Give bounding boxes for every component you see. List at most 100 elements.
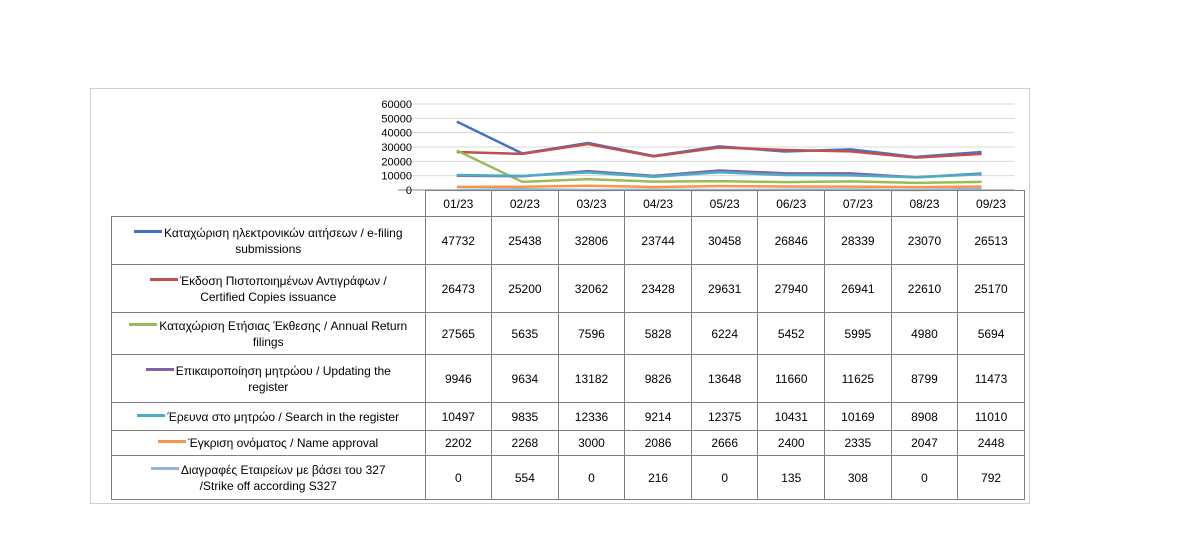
data-table: 01/23 02/23 03/23 04/23 05/23 06/23 07/23 08/23… [111,190,1025,500]
value-cell: 32806 [557,216,626,265]
legend-key [150,466,179,470]
value-cell: 216 [624,455,692,500]
series-label: Έγκριση ονόματος / Name approval [111,430,426,456]
series-label-text: /Strike off according S327 [199,478,337,493]
table-row: Έγκριση ονόματος / Name approval 2202 2268… [111,430,1025,456]
value-cell: 13182 [557,354,626,403]
y-tick-label: 50000 [381,113,412,125]
series-label: Επικαιροποίηση μητρώου / Updating the reg… [111,354,426,403]
category-header: 09/23 [957,190,1025,217]
value-cell: 2335 [824,430,892,456]
table-row: Έκδοση Πιστοποιημένων Αντιγράφων / Certif… [111,264,1025,313]
series-line-6 [456,184,982,189]
value-cell: 11660 [757,354,826,403]
value-cell: 308 [824,455,892,500]
series-label-text: Επικαιροποίηση μητρώου / Updating the [175,363,391,378]
value-cell: 32062 [557,264,626,313]
value-cell: 0 [690,455,759,500]
value-cell: 7596 [557,312,626,355]
series-lines [456,120,982,192]
value-cell: 5828 [624,312,692,355]
value-cell: 22610 [890,264,959,313]
value-cell: 23428 [624,264,692,313]
value-cell: 25170 [957,264,1025,313]
value-cell: 4980 [890,312,959,355]
table-row: Καταχώριση ηλεκτρονικών αιτήσεων / e-fil… [111,216,1025,265]
legend-key [137,413,166,417]
value-cell: 0 [424,455,493,500]
value-cell: 10169 [824,402,892,431]
category-header: 03/23 [557,190,626,217]
value-cell: 0 [557,455,626,500]
series-label: Διαγραφές Εταιρείων με βάσει του 327/Str… [111,455,426,500]
legend-key [149,277,178,281]
value-cell: 2202 [424,430,493,456]
category-header: 01/23 [424,190,493,217]
value-cell: 28339 [824,216,892,265]
value-cell: 0 [890,455,959,500]
value-cell: 26513 [957,216,1025,265]
value-cell: 2666 [690,430,759,456]
legend-key [158,440,187,444]
value-cell: 12375 [690,402,759,431]
value-cell: 27565 [424,312,493,355]
value-cell: 9835 [491,402,559,431]
value-cell: 11010 [957,402,1025,431]
y-tick-label: 40000 [381,128,412,140]
table-row: Έρευνα στο μητρώο / Search in the regist… [111,402,1025,431]
value-cell: 11625 [824,354,892,403]
value-cell: 47732 [424,216,493,265]
value-cell: 25200 [491,264,559,313]
table-row: Επικαιροποίηση μητρώου / Updating the reg… [111,354,1025,403]
table-row: Καταχώριση Ετήσιας Έκθεσης / Annual Retu… [111,312,1025,355]
series-label-text: Διαγραφές Εταιρείων με βάσει του 327 [180,462,386,477]
y-tick-label: 10000 [381,171,412,183]
value-cell: 9946 [424,354,493,403]
y-tick-label: 30000 [381,142,412,154]
series-line-2 [456,142,982,159]
y-tick-label: 20000 [381,156,412,168]
value-cell: 26473 [424,264,493,313]
value-cell: 10497 [424,402,493,431]
value-cell: 8908 [890,402,959,431]
value-cell: 2448 [957,430,1025,456]
value-cell: 135 [757,455,826,500]
series-label-text: Certified Copies issuance [200,289,337,304]
series-label: Καταχώριση Ετήσιας Έκθεσης / Annual Retu… [111,312,426,355]
value-cell: 5995 [824,312,892,355]
value-cell: 5635 [491,312,559,355]
category-header: 07/23 [824,190,892,217]
series-label-text: Καταχώριση Ετήσιας Έκθεσης / Annual Retu… [159,318,408,333]
series-label-text: filings [252,334,284,349]
value-cell: 2086 [624,430,692,456]
chart-frame [90,88,1030,504]
value-cell: 792 [957,455,1025,500]
legend-key [133,229,162,233]
value-cell: 23070 [890,216,959,265]
category-header: 06/23 [757,190,826,217]
value-cell: 30458 [690,216,759,265]
legend-key [129,322,158,326]
series-label-text: Έρευνα στο μητρώο / Search in the regist… [167,409,400,424]
series-line-5 [456,171,982,179]
value-cell: 5694 [957,312,1025,355]
value-cell: 554 [491,455,559,500]
header-row: 01/23 02/23 03/23 04/23 05/23 06/23 07/23 08/23… [111,190,1025,217]
value-cell: 26846 [757,216,826,265]
series-label-text: Καταχώριση ηλεκτρονικών αιτήσεων / e-fil… [163,225,403,240]
value-cell: 12336 [557,402,626,431]
series-label-text: Έγκριση ονόματος / Name approval [188,436,379,450]
value-cell: 9826 [624,354,692,403]
corner-cell [111,190,426,217]
category-header: 08/23 [890,190,959,217]
value-cell: 11473 [957,354,1025,403]
value-cell: 8799 [890,354,959,403]
value-cell: 6224 [690,312,759,355]
value-cell: 2047 [890,430,959,456]
category-header: 04/23 [624,190,692,217]
value-cell: 27940 [757,264,826,313]
value-cell: 2268 [491,430,559,456]
category-header: 02/23 [491,190,559,217]
